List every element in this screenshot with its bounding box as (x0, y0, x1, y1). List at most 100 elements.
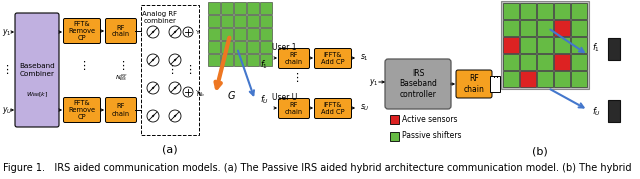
Text: $f_1$: $f_1$ (260, 59, 268, 71)
Bar (221, 41, 233, 53)
Bar (208, 15, 220, 27)
Text: User U: User U (272, 93, 297, 103)
Text: $\vdots$: $\vdots$ (291, 71, 299, 84)
Bar (141, 5, 199, 135)
Text: RF
chain: RF chain (285, 102, 303, 115)
Text: $y_1$: $y_1$ (369, 76, 379, 88)
Bar (234, 41, 246, 53)
Bar (234, 2, 246, 14)
Bar (234, 28, 246, 40)
Bar (520, 3, 536, 19)
Bar (234, 15, 246, 27)
FancyBboxPatch shape (314, 98, 351, 118)
Bar (247, 15, 259, 27)
FancyBboxPatch shape (106, 98, 136, 122)
Text: $\vdots$: $\vdots$ (166, 64, 174, 76)
FancyBboxPatch shape (63, 98, 100, 122)
Text: $\vdots$: $\vdots$ (184, 64, 192, 76)
Text: $s_U$: $s_U$ (360, 103, 370, 113)
Text: RF
chain: RF chain (285, 52, 303, 65)
Bar (571, 71, 587, 87)
Text: Figure 1.   IRS aided communication models. (a) The Passive IRS aided hybrid arc: Figure 1. IRS aided communication models… (3, 163, 632, 173)
Text: $s_1$: $s_1$ (360, 53, 369, 63)
Bar (221, 2, 233, 14)
Bar (247, 41, 259, 53)
Bar (247, 54, 259, 66)
Bar (247, 2, 259, 14)
Bar (503, 71, 519, 87)
Text: (a): (a) (162, 145, 178, 155)
Bar (571, 20, 587, 36)
Text: $N_b$: $N_b$ (196, 91, 205, 100)
Text: Analog RF
combiner: Analog RF combiner (143, 11, 177, 24)
FancyBboxPatch shape (385, 59, 451, 109)
Text: RF
chain: RF chain (463, 74, 484, 94)
Text: $N^{RF}_{BS}$: $N^{RF}_{BS}$ (115, 73, 127, 83)
Text: $y_1$: $y_1$ (2, 26, 12, 37)
Bar (571, 54, 587, 70)
Bar (537, 3, 553, 19)
Text: IFFT&
Add CP: IFFT& Add CP (321, 52, 345, 65)
Text: Active sensors: Active sensors (402, 115, 458, 124)
Bar (520, 71, 536, 87)
Text: Passive shifters: Passive shifters (402, 132, 461, 141)
Text: $\vdots$: $\vdots$ (117, 59, 125, 71)
Bar (554, 71, 570, 87)
Text: IFFT&
Add CP: IFFT& Add CP (321, 102, 345, 115)
Text: (b): (b) (532, 147, 548, 157)
Bar (260, 28, 272, 40)
Bar (260, 41, 272, 53)
Bar (221, 15, 233, 27)
Text: $\vdots$: $\vdots$ (1, 64, 9, 76)
Bar (503, 20, 519, 36)
Bar (520, 37, 536, 53)
Text: $G$: $G$ (227, 89, 237, 101)
Text: RF
chain: RF chain (112, 103, 130, 117)
Bar (221, 54, 233, 66)
Text: Y: Y (196, 90, 200, 95)
Bar (608, 38, 620, 60)
Bar (247, 28, 259, 40)
FancyBboxPatch shape (456, 70, 492, 98)
Bar (208, 2, 220, 14)
Bar (260, 54, 272, 66)
Bar (490, 76, 500, 92)
Bar (221, 28, 233, 40)
Bar (520, 20, 536, 36)
FancyBboxPatch shape (314, 49, 351, 69)
Text: $y_U$: $y_U$ (2, 105, 13, 115)
Bar (554, 20, 570, 36)
Text: $f_U$: $f_U$ (260, 94, 269, 106)
Bar (208, 41, 220, 53)
Bar (208, 54, 220, 66)
Text: IRS
Baseband
controller: IRS Baseband controller (399, 69, 437, 99)
Bar (208, 28, 220, 40)
Bar (390, 115, 399, 124)
Text: Y: Y (196, 30, 200, 35)
Bar (260, 2, 272, 14)
Bar (260, 15, 272, 27)
FancyBboxPatch shape (15, 13, 59, 127)
Text: $\vdots$: $\vdots$ (78, 59, 86, 71)
Bar (554, 37, 570, 53)
Bar (537, 20, 553, 36)
Text: Baseband
Combiner: Baseband Combiner (19, 64, 55, 76)
Bar (537, 37, 553, 53)
Text: FFT&
Remove
CP: FFT& Remove CP (68, 100, 95, 120)
Text: FFT&
Remove
CP: FFT& Remove CP (68, 21, 95, 41)
Bar (503, 3, 519, 19)
Bar (537, 71, 553, 87)
Text: RF
chain: RF chain (112, 25, 130, 37)
Bar (608, 100, 620, 122)
Bar (503, 54, 519, 70)
Bar (520, 54, 536, 70)
Text: $f_1$: $f_1$ (592, 42, 600, 54)
Bar (390, 132, 399, 141)
Bar (554, 54, 570, 70)
FancyBboxPatch shape (278, 49, 310, 69)
Bar (571, 37, 587, 53)
FancyBboxPatch shape (278, 98, 310, 118)
Text: User 1: User 1 (272, 43, 296, 52)
Text: $W_{BB}[k]$: $W_{BB}[k]$ (26, 91, 48, 99)
FancyBboxPatch shape (63, 18, 100, 43)
